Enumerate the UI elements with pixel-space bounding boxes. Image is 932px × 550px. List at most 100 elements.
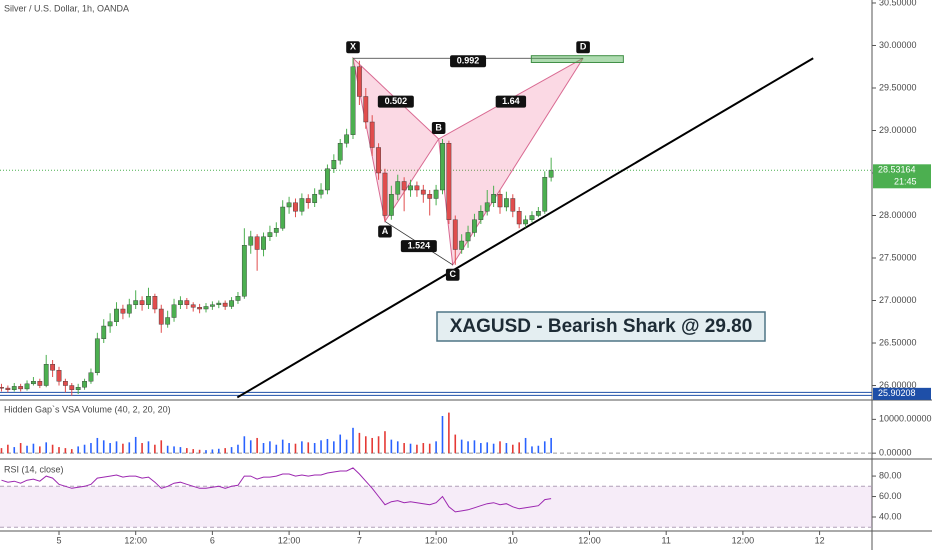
- candle-body: [420, 189, 426, 195]
- x-tick-label: 12:00: [732, 535, 755, 545]
- volume-bar: [70, 449, 73, 454]
- volume-bar: [7, 444, 9, 454]
- pattern-point-label: D: [580, 42, 587, 52]
- candle-body: [337, 143, 343, 161]
- pattern-point-label: B: [435, 122, 442, 132]
- pattern-point-label: A: [382, 226, 389, 236]
- x-tick-label: 12:00: [578, 535, 601, 545]
- volume-bar: [147, 441, 150, 454]
- volume-bar: [141, 443, 143, 454]
- rsi-tick-label: 40.00: [879, 511, 902, 521]
- volume-bar: [505, 443, 508, 454]
- volume-bar: [192, 449, 195, 454]
- volume-bar: [45, 442, 48, 454]
- volume-bar: [345, 439, 348, 454]
- current-price-box: [873, 164, 931, 189]
- pattern-point-label-box: [445, 268, 460, 281]
- volume-bar: [173, 446, 175, 454]
- candle-body: [248, 236, 254, 246]
- candle-body: [382, 172, 388, 216]
- volume-bar: [294, 443, 297, 454]
- candle-body: [523, 219, 528, 225]
- candle-body: [5, 387, 11, 390]
- candle-body: [344, 134, 350, 144]
- volume-bar: [377, 436, 380, 454]
- x-tick-label: 6: [210, 535, 215, 545]
- candle-body: [325, 168, 330, 191]
- candle-body: [69, 385, 75, 390]
- volume-bar: [358, 432, 361, 454]
- candle-body: [209, 304, 215, 307]
- volume-bar: [371, 437, 373, 454]
- volume-bar: [416, 444, 418, 454]
- volume-bar: [32, 443, 35, 454]
- pattern-ratio-box: [495, 95, 527, 108]
- volume-bar: [269, 441, 271, 454]
- y-tick-label: 29.00000: [879, 125, 917, 135]
- volume-bar: [441, 415, 444, 454]
- pattern-ratio: 1.524: [408, 241, 431, 251]
- candle-body: [254, 236, 260, 250]
- candle-body: [363, 96, 369, 123]
- pattern-ratio-box: [450, 55, 487, 68]
- volume-bar: [339, 434, 342, 454]
- volume-bar: [205, 450, 207, 454]
- volume-bar: [313, 443, 316, 454]
- volume-bar: [217, 448, 220, 454]
- volume-bar: [364, 436, 367, 454]
- pattern-ratio: 1.64: [502, 96, 520, 106]
- candle-body: [235, 296, 241, 301]
- candle-body: [165, 317, 171, 325]
- volume-bar: [320, 440, 322, 454]
- x-tick-label: 12:00: [425, 535, 448, 545]
- volume-bar: [134, 436, 137, 454]
- candle-body: [184, 300, 190, 305]
- volume-bar: [460, 439, 463, 454]
- x-tick-label: 11: [662, 535, 671, 545]
- volume-bar: [256, 437, 258, 454]
- candle-body: [197, 307, 203, 310]
- volume-bar: [531, 446, 533, 454]
- candle-body: [542, 177, 548, 212]
- volume-bar: [467, 441, 469, 454]
- volume-bar: [0, 448, 3, 454]
- pattern-point-label-box: [378, 225, 392, 238]
- candle-body: [18, 386, 24, 390]
- annotation: XAGUSD - Bearish Shark @ 29.80: [450, 316, 753, 337]
- candle-body: [216, 302, 222, 305]
- candle-body: [369, 121, 375, 148]
- candle-body: [114, 308, 119, 322]
- candle-body: [126, 304, 132, 314]
- volume-bar: [326, 438, 329, 454]
- candle-body: [62, 381, 68, 386]
- candle-body: [331, 160, 337, 169]
- candle-body: [293, 202, 298, 212]
- support-label-box: [873, 387, 931, 400]
- chart-title: Silver / U.S. Dollar, 1h, OANDA: [4, 3, 129, 13]
- candle-body: [56, 370, 62, 382]
- y-tick-label: 30.00000: [879, 40, 917, 50]
- volume-bar: [90, 443, 92, 454]
- volume-tick-label: 0.00000: [879, 448, 912, 458]
- target-zone: [530, 55, 624, 63]
- trendline: [236, 57, 814, 399]
- volume-bar: [230, 447, 233, 454]
- candle-body: [120, 308, 126, 314]
- volume-bar: [435, 441, 437, 454]
- volume-bar: [64, 448, 67, 454]
- pattern-ratio-box: [400, 240, 437, 253]
- volume-bar: [102, 440, 105, 454]
- volume-bar: [26, 445, 28, 454]
- volume-bar: [480, 443, 482, 454]
- volume-bar: [428, 443, 431, 454]
- candle-body: [152, 296, 158, 310]
- candle-body: [146, 296, 151, 305]
- volume-bar: [160, 440, 163, 454]
- pattern-point-label-box: [346, 41, 360, 54]
- candle-body: [101, 325, 107, 339]
- y-tick-label: 28.00000: [879, 210, 917, 220]
- candle-body: [171, 304, 177, 318]
- candle-body: [548, 170, 554, 178]
